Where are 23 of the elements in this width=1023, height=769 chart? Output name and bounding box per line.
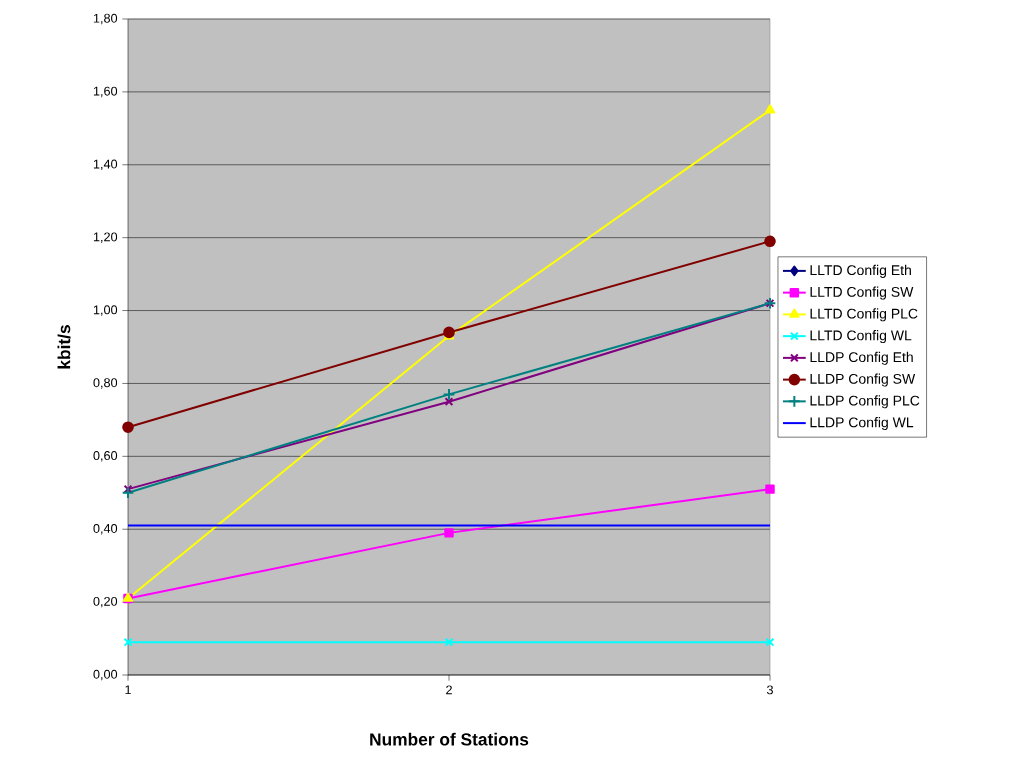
y-tick-label: 0,20	[93, 596, 118, 608]
y-tick-label: 0,60	[93, 451, 118, 462]
x-tick-label: 2	[446, 685, 452, 695]
y-tick-label: 0,40	[93, 523, 118, 535]
y-tick-label: 1,80	[93, 13, 118, 25]
x-tick-label: 3	[766, 685, 773, 695]
x-tick-label: 1	[125, 685, 131, 695]
legend-label: LLDP Config WL	[810, 417, 914, 431]
x-axis-title: Number of Stations	[370, 732, 529, 746]
legend-label: LLTD Config SW	[810, 286, 914, 300]
y-tick-label: 1,00	[93, 305, 118, 316]
legend-label: LLTD Config WL	[810, 330, 912, 344]
legend-label: LLDP Config Eth	[810, 351, 913, 365]
legend-label: LLTD Config PLC	[810, 308, 918, 322]
legend-label: LLDP Config PLC	[810, 395, 920, 409]
y-tick-label: 1,60	[93, 86, 118, 98]
legend-label: LLDP Config SW	[810, 373, 916, 387]
y-tick-label: 1,20	[93, 232, 118, 243]
legend-label: LLTD Config Eth	[810, 264, 911, 278]
y-tick-label: 0,80	[93, 378, 118, 389]
y-tick-label: 1,40	[93, 159, 118, 171]
y-tick-label: 0,00	[93, 669, 118, 681]
y-axis-title: kbit/s	[57, 325, 71, 369]
